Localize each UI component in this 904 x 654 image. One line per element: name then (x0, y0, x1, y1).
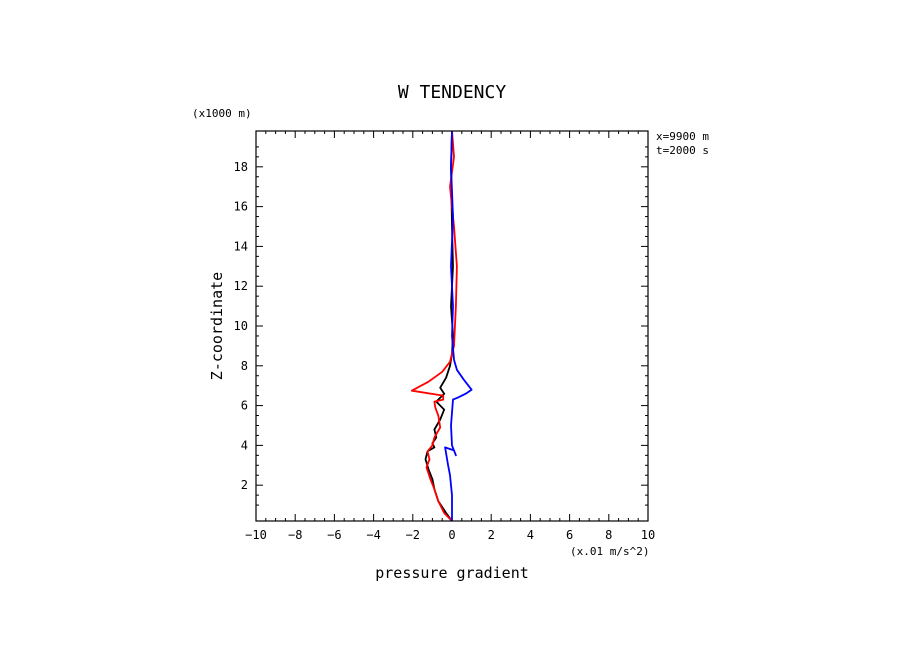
x-tick-label: −2 (406, 528, 420, 542)
y-tick-label: 12 (234, 279, 248, 293)
y-unit-label: (x1000 m) (192, 107, 252, 120)
x-tick-label: 4 (527, 528, 534, 542)
x-unit-label: (x.01 m/s^2) (570, 545, 649, 558)
y-tick-label: 16 (234, 200, 248, 214)
y-tick-label: 14 (234, 239, 248, 253)
x-tick-label: 6 (566, 528, 573, 542)
x-tick-label: 8 (605, 528, 612, 542)
ticks-layer: −10 −8 −6 −4 −2 0 2 4 6 8 10 2 4 6 8 10 12 14 16 18 (234, 131, 655, 542)
x-tick-label: −4 (366, 528, 380, 542)
chart-title: W TENDENCY (398, 82, 507, 103)
x-tick-label: 2 (488, 528, 495, 542)
annotation-t: t=2000 s (656, 144, 709, 157)
y-tick-label: 8 (241, 359, 248, 373)
x-axis-label: pressure gradient (375, 564, 529, 582)
series-line-red (410, 130, 458, 522)
annotation-x: x=9900 m (656, 130, 709, 143)
x-tick-label: 0 (448, 528, 455, 542)
y-tick-label: 2 (241, 478, 248, 492)
series-line-black (424, 130, 454, 522)
plot-frame (255, 130, 649, 522)
y-tick-label: 10 (234, 319, 248, 333)
y-axis-label: Z-coordinate (208, 272, 226, 380)
x-tick-label: −8 (288, 528, 302, 542)
y-tick-label: 6 (241, 399, 248, 413)
x-tick-label: −6 (327, 528, 341, 542)
y-tick-label: 18 (234, 160, 248, 174)
series-line-blue (444, 130, 473, 521)
series-layer (410, 130, 473, 522)
y-tick-label: 4 (241, 438, 248, 452)
x-tick-label: 10 (641, 528, 655, 542)
x-tick-label: −10 (245, 528, 267, 542)
